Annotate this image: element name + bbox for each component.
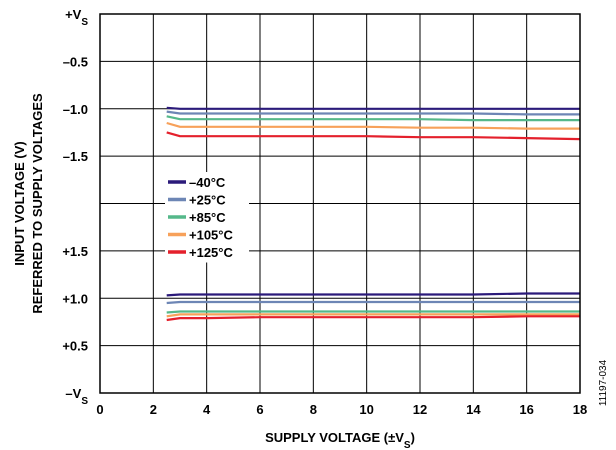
y-tick-label: +VS xyxy=(65,7,88,28)
series-line-lower-4 xyxy=(166,313,580,318)
x-axis-title-main: SUPPLY VOLTAGE (±V xyxy=(265,430,404,445)
x-tick-label: 10 xyxy=(359,402,373,417)
x-axis-title-subscript: S xyxy=(404,440,411,450)
x-tick-labels: 0 2 4 6 8 10 12 14 16 18 xyxy=(96,402,587,417)
x-tick-label: 8 xyxy=(310,402,317,417)
series-line-upper-5 xyxy=(166,131,581,141)
y-tick-labels: +VS –0.5 –1.0 –1.5 +1.5 +1.0 +0.5 –VS xyxy=(62,7,88,407)
series-line-lower-2 xyxy=(166,300,580,305)
y-tick-label: –0.5 xyxy=(63,54,88,69)
y-tick-label: –VS xyxy=(65,386,88,407)
x-tick-label: 12 xyxy=(413,402,427,417)
series-layer xyxy=(166,106,581,322)
series-line-lower-5 xyxy=(166,315,580,322)
y-axis-title-line2: REFERRED TO SUPPLY VOLTAGES xyxy=(30,93,45,314)
y-tick-label: +0.5 xyxy=(62,339,88,354)
legend: –40°C +25°C +85°C +105°C +125°C xyxy=(165,172,249,263)
x-tick-label: 0 xyxy=(96,402,103,417)
legend-label: –40°C xyxy=(189,175,226,190)
plot-frame xyxy=(99,13,581,394)
series-line-lower-3 xyxy=(166,310,580,314)
series-line-lower-1 xyxy=(166,292,580,297)
y-tick-label: –1.0 xyxy=(63,102,88,117)
x-axis-title: SUPPLY VOLTAGE (±VS) xyxy=(265,430,415,450)
y-tick-label: –1.5 xyxy=(63,149,88,164)
legend-label: +105°C xyxy=(189,228,233,243)
legend-label: +125°C xyxy=(189,245,233,260)
x-tick-label: 2 xyxy=(150,402,157,417)
y-tick-label: +1.0 xyxy=(62,291,88,306)
x-axis-title-suffix: ) xyxy=(411,430,415,445)
y-tick-label: +1.5 xyxy=(62,244,88,259)
x-tick-label: 16 xyxy=(519,402,533,417)
x-tick-label: 14 xyxy=(466,402,481,417)
series-line-upper-1 xyxy=(166,106,580,110)
x-tick-label: 4 xyxy=(203,402,211,417)
x-tick-label: 6 xyxy=(256,402,263,417)
x-tick-label: 18 xyxy=(573,402,587,417)
legend-label: +25°C xyxy=(189,193,226,208)
series-line-upper-3 xyxy=(166,115,580,122)
figure-id: 11197-034 xyxy=(598,359,609,406)
series-line-upper-4 xyxy=(166,121,580,130)
series-line-upper-2 xyxy=(166,110,580,116)
legend-label: +85°C xyxy=(189,210,226,225)
y-axis-title-line1: INPUT VOLTAGE (V) xyxy=(12,141,27,265)
